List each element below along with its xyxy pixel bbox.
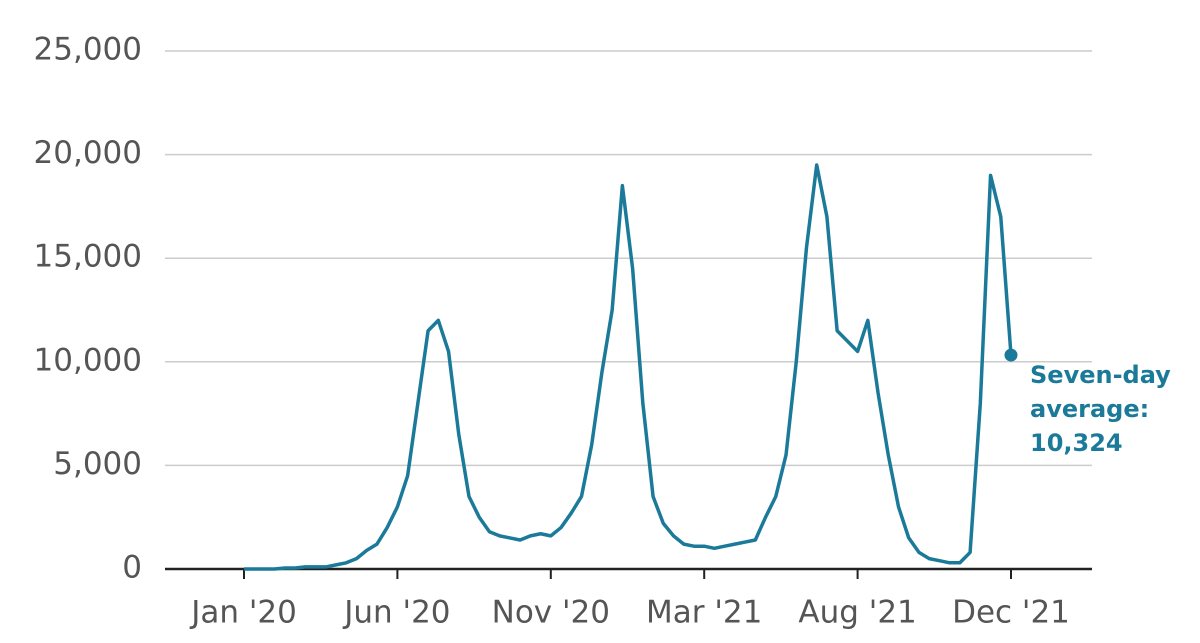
y-tick-label: 0 xyxy=(122,550,142,586)
y-tick-label: 20,000 xyxy=(34,135,142,171)
x-tick-label: Nov '20 xyxy=(492,595,610,631)
annotation: 10,324 xyxy=(1030,429,1123,457)
x-tick-label: Mar '21 xyxy=(646,595,762,631)
x-tick-label: Jun '20 xyxy=(342,595,450,631)
y-tick-label: 15,000 xyxy=(34,239,142,275)
y-tick-label: 25,000 xyxy=(34,32,142,68)
line xyxy=(244,163,1013,571)
x-tick-label: Jan '20 xyxy=(189,595,297,631)
x-tick-label: Dec '21 xyxy=(952,595,1070,631)
annotation: Seven-day xyxy=(1030,361,1171,389)
annotation: average: xyxy=(1030,395,1149,423)
y-tick-label: 5,000 xyxy=(53,446,142,482)
y-tick-label: 10,000 xyxy=(34,342,142,378)
x-tick-label: Aug '21 xyxy=(798,595,916,631)
end-dot xyxy=(1004,348,1018,362)
